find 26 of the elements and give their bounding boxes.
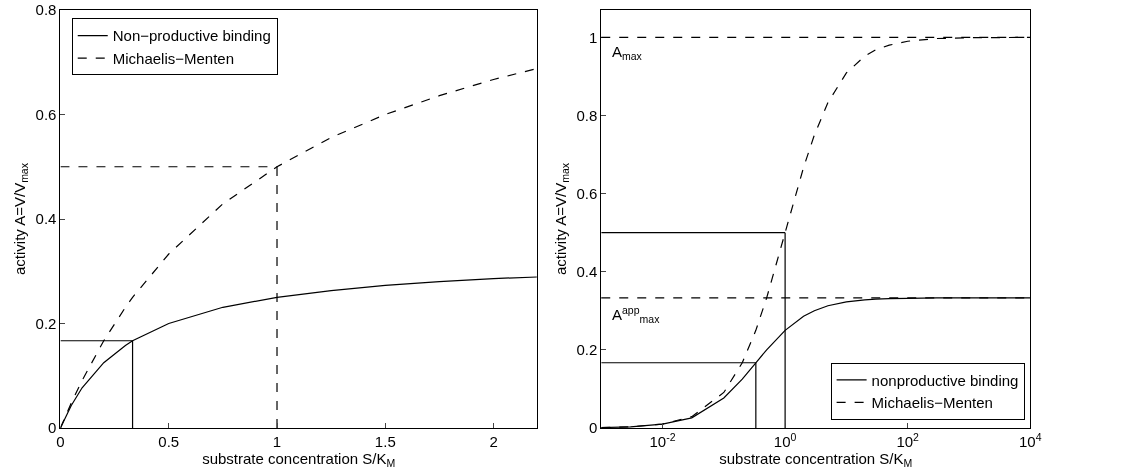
- legend-label: nonproductive binding: [871, 371, 1019, 389]
- y-tick-label: 0.4: [35, 210, 57, 228]
- y-tick-label: 0.2: [35, 314, 57, 332]
- y-tick-label: 0.8: [35, 1, 57, 19]
- x-tick-label: 10$^{4}$: [1019, 430, 1042, 450]
- y-tick-label: 1: [588, 28, 598, 46]
- x-tick-label: 10$^{0}$: [773, 430, 797, 450]
- y-tick-label: 0.2: [576, 341, 598, 359]
- x-axis-title: substrate concentration S/K$_{M}$: [719, 450, 913, 470]
- x-tick-label: 10$^{-2}$: [649, 430, 676, 450]
- x-tick-label: 1: [272, 433, 282, 450]
- y-tick-label: 0.6: [576, 184, 598, 202]
- x-tick-label: 0.5: [158, 433, 180, 450]
- y-tick-label: 0.4: [576, 262, 598, 280]
- x-tick-label: 2: [489, 433, 498, 450]
- legend-label: Michaelis−Menten: [871, 394, 993, 412]
- y-tick-label: 0.8: [576, 106, 598, 124]
- y-tick-label: 0: [48, 419, 57, 437]
- y-tick-label: 0.6: [35, 105, 57, 123]
- x-axis-title: substrate concentration S/K$_{M}$: [202, 450, 396, 470]
- legend-label: Non−productive binding: [112, 27, 271, 45]
- ref-line-label: A$_{max}$: [612, 43, 643, 63]
- legend-label: Michaelis−Menten: [112, 49, 235, 67]
- x-tick-label: 1.5: [374, 433, 396, 450]
- y-tick-label: 0: [588, 419, 598, 437]
- x-tick-label: 10$^{2}$: [896, 430, 920, 450]
